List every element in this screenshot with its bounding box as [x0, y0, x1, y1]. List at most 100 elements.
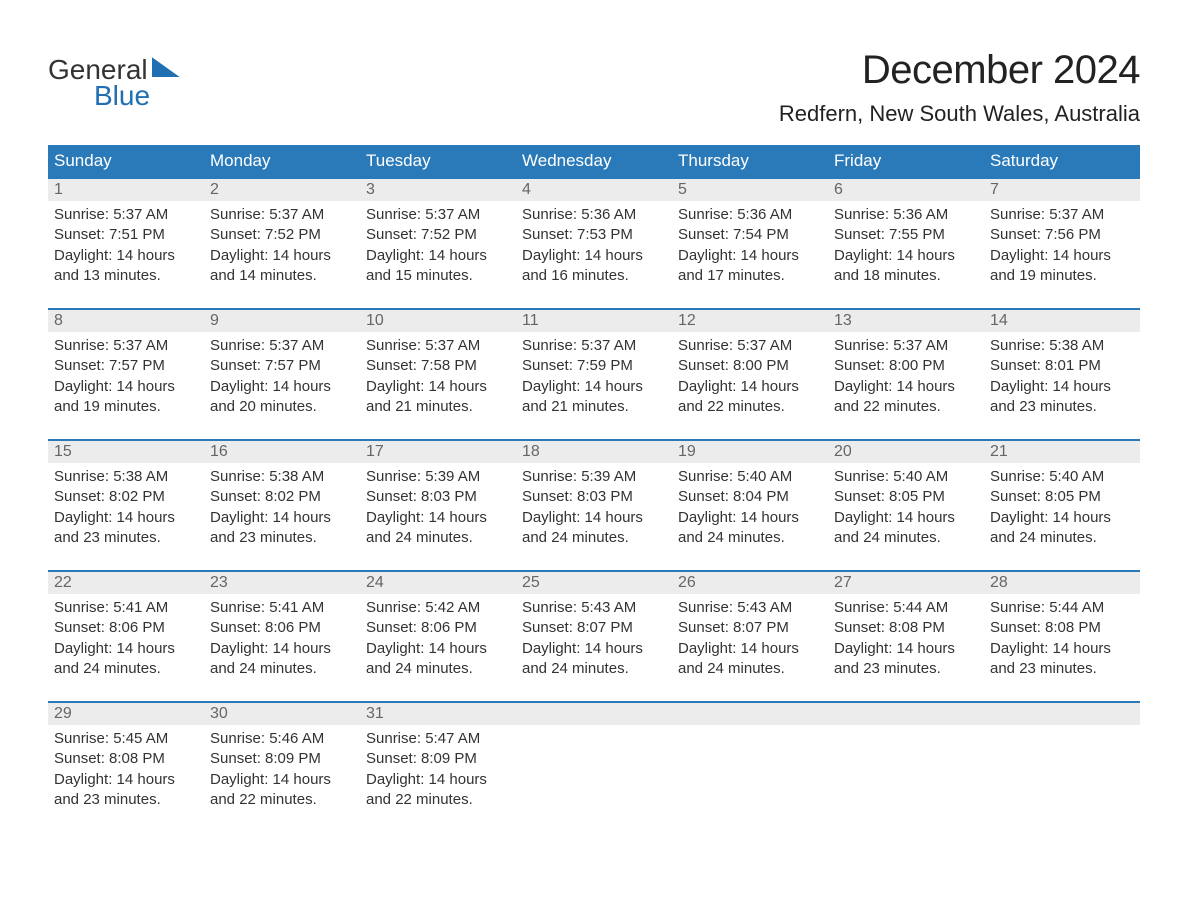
daynum-19: 19 [672, 440, 828, 463]
dow-thursday: Thursday [672, 145, 828, 178]
day-6-cell: Sunrise: 5:36 AMSunset: 7:55 PMDaylight:… [828, 201, 984, 309]
day-11-body: Sunrise: 5:37 AMSunset: 7:59 PMDaylight:… [516, 332, 666, 417]
day-25-cell: Sunrise: 5:43 AMSunset: 8:07 PMDaylight:… [516, 594, 672, 702]
day-30-body: Sunrise: 5:46 AMSunset: 8:09 PMDaylight:… [204, 725, 354, 810]
day-21-cell: Sunrise: 5:40 AMSunset: 8:05 PMDaylight:… [984, 463, 1140, 571]
daynum-1: 1 [48, 178, 204, 201]
location-subtitle: Redfern, New South Wales, Australia [779, 101, 1140, 127]
daynum-empty [672, 702, 828, 725]
daynum-empty [828, 702, 984, 725]
day-18-body: Sunrise: 5:39 AMSunset: 8:03 PMDaylight:… [516, 463, 666, 548]
day-28-body: Sunrise: 5:44 AMSunset: 8:08 PMDaylight:… [984, 594, 1134, 679]
daynum-20: 20 [828, 440, 984, 463]
daynum-empty [516, 702, 672, 725]
daynum-5: 5 [672, 178, 828, 201]
week-2-body-row: Sunrise: 5:38 AMSunset: 8:02 PMDaylight:… [48, 463, 1140, 571]
day-empty-cell [828, 725, 984, 832]
day-22-body: Sunrise: 5:41 AMSunset: 8:06 PMDaylight:… [48, 594, 198, 679]
daynum-13: 13 [828, 309, 984, 332]
daynum-12: 12 [672, 309, 828, 332]
daynum-16: 16 [204, 440, 360, 463]
day-19-body: Sunrise: 5:40 AMSunset: 8:04 PMDaylight:… [672, 463, 822, 548]
week-4-body-row: Sunrise: 5:45 AMSunset: 8:08 PMDaylight:… [48, 725, 1140, 832]
daynum-10: 10 [360, 309, 516, 332]
week-2-daynum-row: 15161718192021 [48, 440, 1140, 463]
day-1-cell: Sunrise: 5:37 AMSunset: 7:51 PMDaylight:… [48, 201, 204, 309]
day-25-body: Sunrise: 5:43 AMSunset: 8:07 PMDaylight:… [516, 594, 666, 679]
daynum-7: 7 [984, 178, 1140, 201]
logo-text-blue: Blue [94, 82, 180, 110]
day-24-cell: Sunrise: 5:42 AMSunset: 8:06 PMDaylight:… [360, 594, 516, 702]
daynum-30: 30 [204, 702, 360, 725]
title-block: December 2024 Redfern, New South Wales, … [779, 48, 1140, 139]
day-14-body: Sunrise: 5:38 AMSunset: 8:01 PMDaylight:… [984, 332, 1134, 417]
week-0-daynum-row: 1234567 [48, 178, 1140, 201]
day-31-cell: Sunrise: 5:47 AMSunset: 8:09 PMDaylight:… [360, 725, 516, 832]
day-18-cell: Sunrise: 5:39 AMSunset: 8:03 PMDaylight:… [516, 463, 672, 571]
day-17-body: Sunrise: 5:39 AMSunset: 8:03 PMDaylight:… [360, 463, 510, 548]
logo-flag-icon [152, 57, 180, 77]
daynum-25: 25 [516, 571, 672, 594]
week-3-body-row: Sunrise: 5:41 AMSunset: 8:06 PMDaylight:… [48, 594, 1140, 702]
week-3-daynum-row: 22232425262728 [48, 571, 1140, 594]
dow-saturday: Saturday [984, 145, 1140, 178]
day-7-cell: Sunrise: 5:37 AMSunset: 7:56 PMDaylight:… [984, 201, 1140, 309]
dow-wednesday: Wednesday [516, 145, 672, 178]
day-8-cell: Sunrise: 5:37 AMSunset: 7:57 PMDaylight:… [48, 332, 204, 440]
day-27-body: Sunrise: 5:44 AMSunset: 8:08 PMDaylight:… [828, 594, 978, 679]
daynum-6: 6 [828, 178, 984, 201]
daynum-11: 11 [516, 309, 672, 332]
day-4-body: Sunrise: 5:36 AMSunset: 7:53 PMDaylight:… [516, 201, 666, 286]
day-empty-cell [984, 725, 1140, 832]
day-30-cell: Sunrise: 5:46 AMSunset: 8:09 PMDaylight:… [204, 725, 360, 832]
calendar-table: SundayMondayTuesdayWednesdayThursdayFrid… [48, 145, 1140, 832]
day-26-body: Sunrise: 5:43 AMSunset: 8:07 PMDaylight:… [672, 594, 822, 679]
day-10-body: Sunrise: 5:37 AMSunset: 7:58 PMDaylight:… [360, 332, 510, 417]
day-28-cell: Sunrise: 5:44 AMSunset: 8:08 PMDaylight:… [984, 594, 1140, 702]
daynum-27: 27 [828, 571, 984, 594]
daynum-18: 18 [516, 440, 672, 463]
day-2-body: Sunrise: 5:37 AMSunset: 7:52 PMDaylight:… [204, 201, 354, 286]
day-16-cell: Sunrise: 5:38 AMSunset: 8:02 PMDaylight:… [204, 463, 360, 571]
day-14-cell: Sunrise: 5:38 AMSunset: 8:01 PMDaylight:… [984, 332, 1140, 440]
month-title: December 2024 [779, 48, 1140, 93]
daynum-8: 8 [48, 309, 204, 332]
day-9-body: Sunrise: 5:37 AMSunset: 7:57 PMDaylight:… [204, 332, 354, 417]
day-24-body: Sunrise: 5:42 AMSunset: 8:06 PMDaylight:… [360, 594, 510, 679]
day-5-body: Sunrise: 5:36 AMSunset: 7:54 PMDaylight:… [672, 201, 822, 286]
day-15-cell: Sunrise: 5:38 AMSunset: 8:02 PMDaylight:… [48, 463, 204, 571]
day-7-body: Sunrise: 5:37 AMSunset: 7:56 PMDaylight:… [984, 201, 1134, 286]
day-13-body: Sunrise: 5:37 AMSunset: 8:00 PMDaylight:… [828, 332, 978, 417]
day-27-cell: Sunrise: 5:44 AMSunset: 8:08 PMDaylight:… [828, 594, 984, 702]
day-29-cell: Sunrise: 5:45 AMSunset: 8:08 PMDaylight:… [48, 725, 204, 832]
day-23-cell: Sunrise: 5:41 AMSunset: 8:06 PMDaylight:… [204, 594, 360, 702]
day-5-cell: Sunrise: 5:36 AMSunset: 7:54 PMDaylight:… [672, 201, 828, 309]
day-29-body: Sunrise: 5:45 AMSunset: 8:08 PMDaylight:… [48, 725, 198, 810]
dow-friday: Friday [828, 145, 984, 178]
day-22-cell: Sunrise: 5:41 AMSunset: 8:06 PMDaylight:… [48, 594, 204, 702]
day-6-body: Sunrise: 5:36 AMSunset: 7:55 PMDaylight:… [828, 201, 978, 286]
day-19-cell: Sunrise: 5:40 AMSunset: 8:04 PMDaylight:… [672, 463, 828, 571]
daynum-14: 14 [984, 309, 1140, 332]
day-20-body: Sunrise: 5:40 AMSunset: 8:05 PMDaylight:… [828, 463, 978, 548]
daynum-29: 29 [48, 702, 204, 725]
daynum-empty [984, 702, 1140, 725]
dow-sunday: Sunday [48, 145, 204, 178]
daynum-23: 23 [204, 571, 360, 594]
day-1-body: Sunrise: 5:37 AMSunset: 7:51 PMDaylight:… [48, 201, 198, 286]
daynum-17: 17 [360, 440, 516, 463]
day-17-cell: Sunrise: 5:39 AMSunset: 8:03 PMDaylight:… [360, 463, 516, 571]
day-16-body: Sunrise: 5:38 AMSunset: 8:02 PMDaylight:… [204, 463, 354, 548]
day-26-cell: Sunrise: 5:43 AMSunset: 8:07 PMDaylight:… [672, 594, 828, 702]
daynum-3: 3 [360, 178, 516, 201]
dow-tuesday: Tuesday [360, 145, 516, 178]
brand-logo: General Blue [48, 56, 180, 110]
day-31-body: Sunrise: 5:47 AMSunset: 8:09 PMDaylight:… [360, 725, 510, 810]
day-3-cell: Sunrise: 5:37 AMSunset: 7:52 PMDaylight:… [360, 201, 516, 309]
dow-monday: Monday [204, 145, 360, 178]
day-23-body: Sunrise: 5:41 AMSunset: 8:06 PMDaylight:… [204, 594, 354, 679]
day-of-week-row: SundayMondayTuesdayWednesdayThursdayFrid… [48, 145, 1140, 178]
day-21-body: Sunrise: 5:40 AMSunset: 8:05 PMDaylight:… [984, 463, 1134, 548]
day-empty-cell [672, 725, 828, 832]
day-10-cell: Sunrise: 5:37 AMSunset: 7:58 PMDaylight:… [360, 332, 516, 440]
